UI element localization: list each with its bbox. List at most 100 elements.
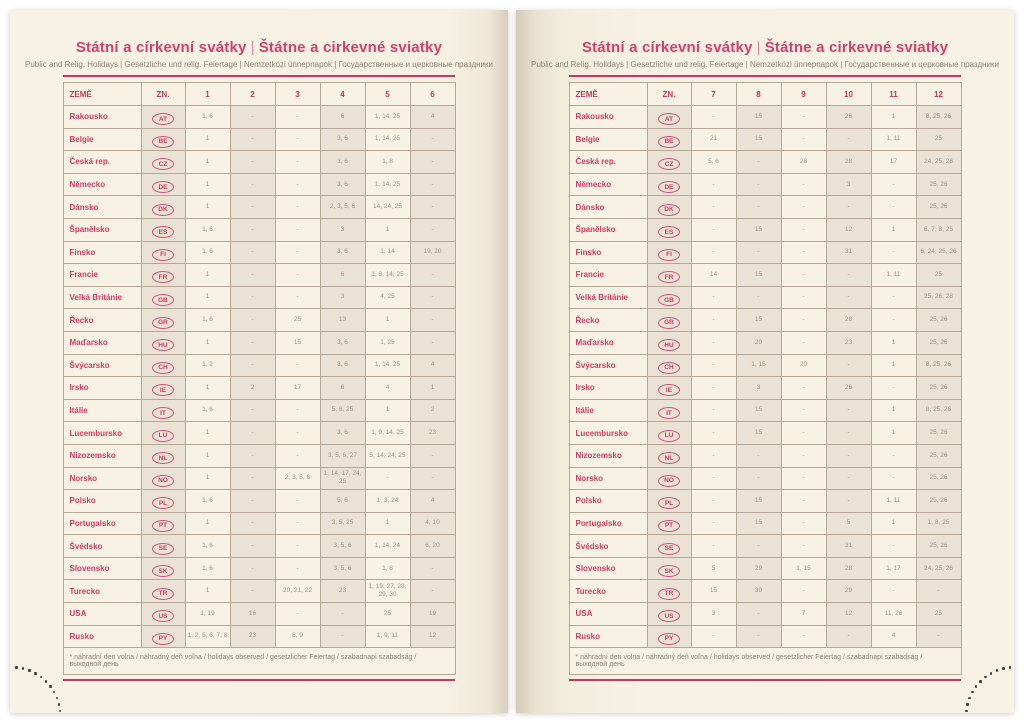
country-cell: Maďarsko <box>568 330 648 355</box>
country-code-badge: PY <box>152 632 174 645</box>
country-cell: Dánsko <box>568 195 648 219</box>
country-code-cell: NO <box>140 466 186 491</box>
month-value-cell: 1, 6 <box>184 534 231 558</box>
footnote-text: * náhradní den volna / náhradný deň voľn… <box>62 647 456 675</box>
month-value-cell: 4 <box>364 376 411 400</box>
table-row: Rakousko AT 1, 6- -6 1, 14, 25 4 <box>62 105 456 129</box>
country-code-badge: CZ <box>152 158 174 171</box>
country-cell: Polsko <box>62 489 142 513</box>
month-value-cell: 1 <box>364 511 411 536</box>
country-cell: Turecko <box>568 579 648 604</box>
month-value-cell: 6 <box>319 263 366 287</box>
stitch-dot <box>15 666 18 669</box>
country-code-badge: IT <box>152 407 174 420</box>
month-value-cell: 1 <box>870 330 917 355</box>
month-value-cell: - <box>690 466 737 491</box>
month-value-cell: 1, 11 <box>870 263 917 287</box>
month-value-cell: 1, 8 <box>364 150 411 174</box>
footnote-text: * náhradní den volna / náhradný deň voľn… <box>568 647 962 675</box>
month-value-cell: 25 <box>915 127 962 152</box>
month-value-cell: 2, 3, 5, 6 <box>274 466 321 491</box>
month-value-cell: 20, 21, 22 <box>274 579 321 604</box>
month-value-cell: - <box>409 263 456 287</box>
month-value-cell: 15 <box>735 127 782 152</box>
month-value-cell: - <box>735 443 782 468</box>
stitch-dot <box>1008 666 1012 669</box>
country-cell: Francie <box>568 263 648 287</box>
month-value-cell: - <box>870 534 917 558</box>
country-code-badge: CH <box>152 361 174 374</box>
column-header-country: ZEMĚ <box>62 82 142 106</box>
month-value-cell: 5, 6, 25 <box>319 398 366 423</box>
month-value-cell: 3, 6 <box>319 172 366 197</box>
page-subtitle: Public and Relig. Holidays | Gesetzliche… <box>531 60 999 69</box>
column-header-month-10: 10 <box>825 82 872 106</box>
country-code-badge: DK <box>658 203 680 216</box>
month-value-cell: - <box>229 217 276 242</box>
month-value-cell: 25 <box>915 263 962 287</box>
table-row: USA US 1, 19 16- -25 19 <box>62 602 456 626</box>
month-value-cell: 3, 6 <box>319 240 366 265</box>
column-header-code: ZN. <box>646 82 692 106</box>
table-row: Nizozemsko NL 1- -3, 5, 6, 27 5, 14, 24, 25- <box>62 443 456 468</box>
month-value-cell: - <box>409 579 456 604</box>
month-value-cell: - <box>229 195 276 219</box>
month-value-cell: 14, 24, 25 <box>364 195 411 219</box>
bottom-rule <box>569 678 961 681</box>
page-title-slovak: Štátne a cirkevné sviatky <box>764 39 949 56</box>
month-value-cell: 3, 6 <box>319 353 366 378</box>
month-value-cell: 3 <box>319 285 366 310</box>
table-row: Portugalsko PT 1- -3, 5, 25 1 4, 10 <box>62 511 456 536</box>
month-value-cell: - <box>409 150 456 174</box>
month-value-cell: 26 <box>825 376 872 400</box>
country-cell: Irsko <box>568 376 648 400</box>
month-value-cell: - <box>735 285 782 310</box>
month-value-cell: 29 <box>735 556 782 581</box>
month-value-cell: 3, 6 <box>319 421 366 445</box>
month-value-cell: - <box>229 105 276 129</box>
month-value-cell: - <box>780 217 827 242</box>
country-code-badge: US <box>152 610 174 623</box>
country-code-cell: PT <box>646 511 692 536</box>
month-value-cell: 15 <box>735 105 782 129</box>
table-row: Česká rep. CZ 1- -3, 6 1, 8- <box>62 150 456 174</box>
country-cell: Portugalsko <box>62 511 142 536</box>
month-value-cell: 1 <box>870 398 917 423</box>
month-value-cell: 25, 26 <box>915 421 962 445</box>
country-cell: Maďarsko <box>62 330 142 355</box>
month-value-cell: - <box>690 624 737 649</box>
country-cell: Rusko <box>62 624 142 649</box>
month-value-cell: 25 <box>274 308 321 332</box>
month-value-cell: - <box>870 240 917 265</box>
month-value-cell: 3, 6 <box>319 150 366 174</box>
month-value-cell: - <box>364 466 411 491</box>
table-row: Belgie BE 21 15- -1, 11 25 <box>568 127 962 152</box>
month-value-cell: 15 <box>735 398 782 423</box>
month-value-cell: - <box>825 489 872 513</box>
month-value-cell: 25, 26 <box>915 330 962 355</box>
country-code-badge: BE <box>658 135 680 148</box>
month-value-cell: - <box>229 489 276 513</box>
month-value-cell: - <box>274 421 321 445</box>
month-value-cell: 1 <box>409 376 456 400</box>
month-value-cell: - <box>409 556 456 581</box>
month-value-cell: 5, 14, 24, 25 <box>364 443 411 468</box>
country-code-cell: US <box>140 602 186 626</box>
country-cell: Belgie <box>568 127 648 152</box>
country-code-cell: HU <box>140 330 186 355</box>
country-code-cell: ES <box>140 217 186 242</box>
month-value-cell: - <box>915 579 962 604</box>
month-value-cell: 28 <box>825 150 872 174</box>
month-value-cell: 1 <box>364 308 411 332</box>
month-value-cell: - <box>229 556 276 581</box>
month-value-cell: 23 <box>319 579 366 604</box>
month-value-cell: - <box>825 353 872 378</box>
country-cell: Turecko <box>62 579 142 604</box>
title-separator: | <box>756 39 761 56</box>
table-row: Itálie IT 1, 6- -5, 6, 25 1 2 <box>62 398 456 423</box>
month-value-cell: 7 <box>780 602 827 626</box>
month-value-cell: 20 <box>735 330 782 355</box>
month-value-cell: - <box>870 376 917 400</box>
month-value-cell: 4 <box>409 489 456 513</box>
month-value-cell: 3, 5, 6 <box>319 534 366 558</box>
